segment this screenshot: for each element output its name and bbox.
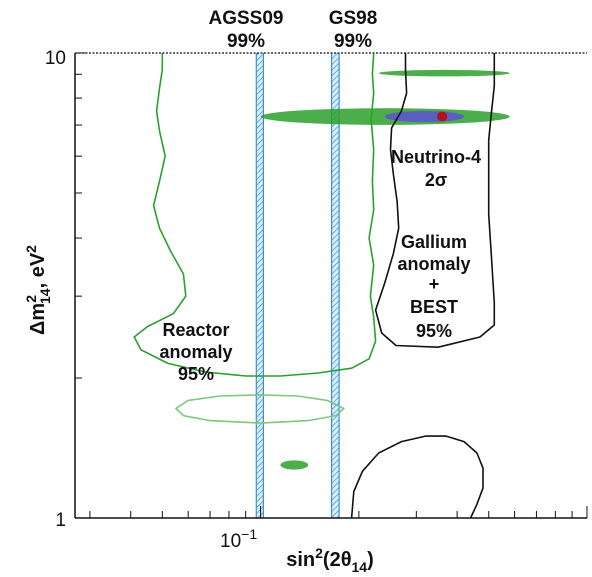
svg-text:BEST: BEST [410, 297, 458, 317]
label-gallium-best: Gallium anomaly + BEST 95% [397, 232, 470, 341]
band-label-gs98: GS98 99% [329, 8, 378, 52]
best-fit-point [437, 111, 448, 122]
svg-text:+: + [429, 274, 440, 294]
band-agss09 [256, 53, 264, 518]
svg-text:Neutrino-4: Neutrino-4 [391, 147, 481, 167]
contour-reactor-95 [133, 53, 377, 377]
contour-reactor-island [175, 394, 345, 424]
svg-text:GS98: GS98 [329, 8, 378, 29]
svg-text:99%: 99% [334, 31, 372, 52]
x-tick-label-0.1: 10−1 [220, 526, 257, 552]
y-axis-title: Δm214, eV2 [23, 245, 53, 335]
svg-text:Gallium: Gallium [401, 232, 467, 252]
svg-text:Reactor: Reactor [162, 320, 229, 340]
svg-text:AGSS09: AGSS09 [209, 8, 284, 29]
band-gs98 [331, 53, 340, 518]
y-tick-label-1: 1 [55, 510, 66, 531]
x-axis-title: sin2(2θ14) [286, 545, 374, 575]
band-label-agss09: AGSS09 99% [209, 8, 284, 52]
svg-text:95%: 95% [178, 364, 214, 384]
label-neutrino-4: Neutrino-4 2σ [391, 147, 481, 190]
svg-text:99%: 99% [227, 31, 265, 52]
contour-gallium-best-lower [350, 435, 484, 518]
y-tick-label-10: 10 [45, 48, 66, 69]
label-reactor-anomaly: Reactor anomaly 95% [159, 320, 232, 384]
svg-text:95%: 95% [416, 321, 452, 341]
svg-text:2σ: 2σ [425, 170, 447, 190]
filled-n4-upper [378, 69, 510, 77]
svg-text:anomaly: anomaly [397, 254, 470, 274]
filled-n4-lower [280, 460, 309, 470]
contour-gallium-best-95 [374, 53, 496, 349]
svg-text:anomaly: anomaly [159, 342, 232, 362]
plot-frame [74, 52, 587, 519]
